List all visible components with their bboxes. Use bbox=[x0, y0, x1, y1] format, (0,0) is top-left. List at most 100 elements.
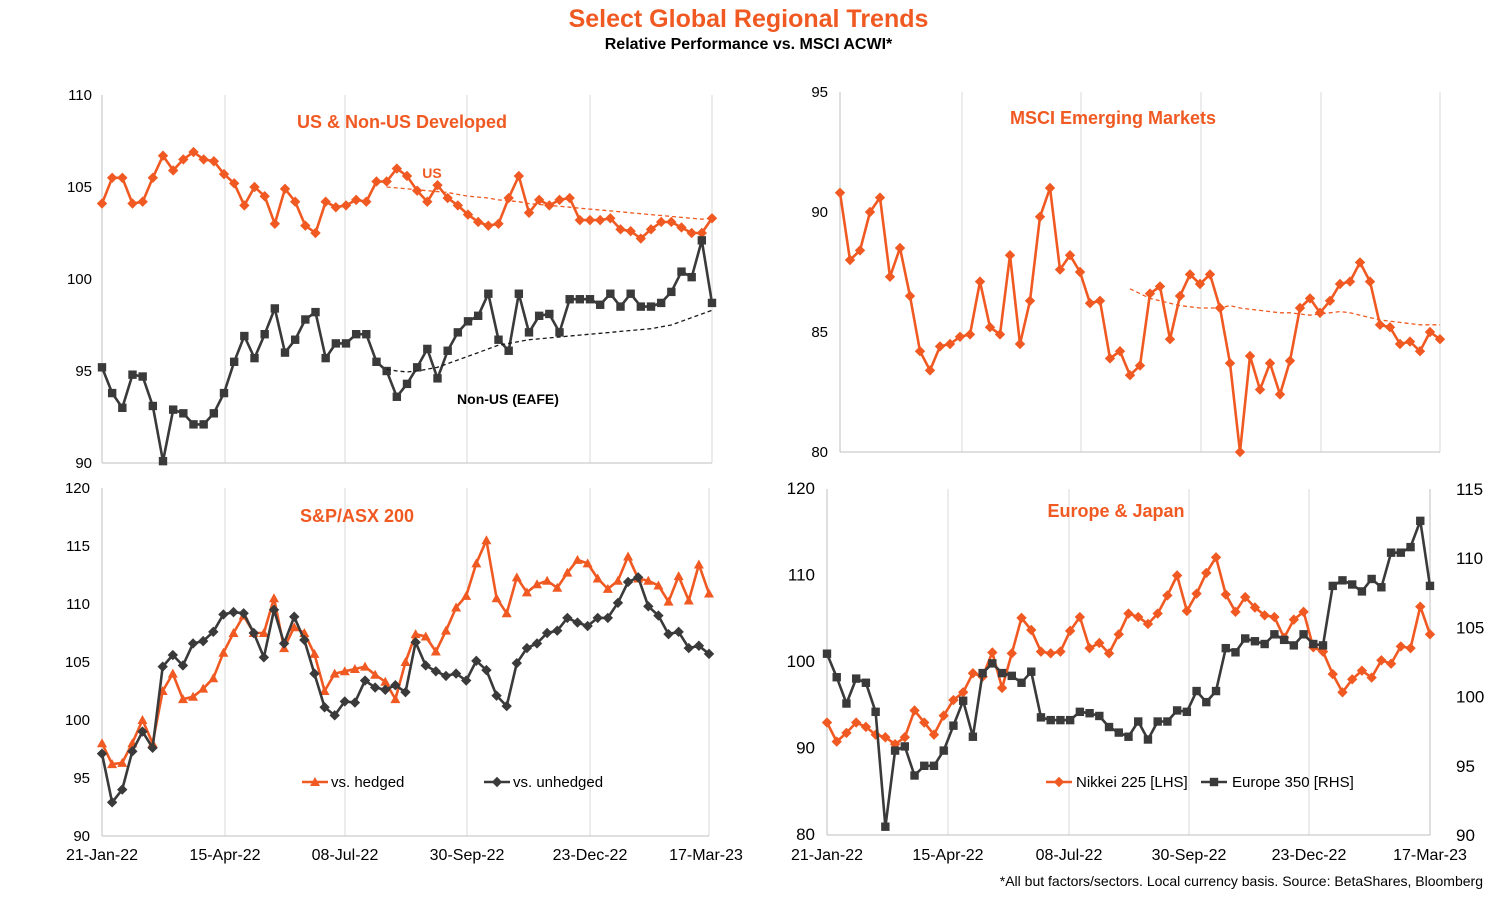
y-tick-label: 100 bbox=[787, 652, 815, 671]
data-point bbox=[900, 742, 910, 751]
y-tick-label: 90 bbox=[811, 204, 828, 221]
data-point bbox=[924, 365, 936, 376]
data-point bbox=[1347, 580, 1357, 589]
data-point bbox=[1406, 542, 1415, 552]
data-point bbox=[612, 575, 623, 585]
data-point bbox=[289, 196, 301, 207]
data-point bbox=[1424, 629, 1436, 640]
data-point bbox=[677, 267, 686, 276]
data-point bbox=[683, 595, 694, 605]
data-point bbox=[279, 183, 291, 195]
data-point bbox=[1103, 648, 1115, 659]
data-point bbox=[974, 276, 986, 287]
data-point bbox=[118, 403, 127, 412]
data-point bbox=[967, 668, 979, 679]
data-point bbox=[1344, 276, 1356, 287]
data-point bbox=[504, 346, 513, 355]
data-point bbox=[1114, 346, 1126, 357]
data-point bbox=[137, 726, 148, 737]
data-point bbox=[511, 572, 522, 582]
x-tick-label: 17-Mar-23 bbox=[669, 847, 743, 864]
data-point bbox=[321, 353, 330, 363]
data-point bbox=[1220, 589, 1231, 600]
data-point bbox=[341, 339, 351, 348]
y-tick-label: 100 bbox=[65, 712, 90, 729]
data-point bbox=[706, 213, 718, 224]
data-point bbox=[996, 682, 1008, 694]
panel-title: US & Non-US Developed bbox=[297, 112, 507, 132]
data-point bbox=[842, 699, 851, 708]
data-point bbox=[258, 628, 269, 637]
data-point bbox=[410, 629, 421, 639]
data-point bbox=[861, 678, 871, 687]
data-point bbox=[188, 146, 199, 158]
data-point bbox=[572, 554, 583, 564]
data-point bbox=[1153, 717, 1162, 726]
data-point bbox=[514, 289, 524, 298]
y-right-tick-label: 110 bbox=[1456, 549, 1483, 568]
data-point bbox=[1006, 648, 1017, 659]
data-point bbox=[1014, 338, 1026, 350]
data-point bbox=[910, 771, 919, 780]
data-point bbox=[1171, 570, 1183, 581]
data-point bbox=[1182, 707, 1192, 717]
data-point bbox=[178, 154, 189, 165]
data-point bbox=[704, 588, 714, 598]
data-point bbox=[1113, 629, 1124, 640]
y-right-tick-label: 105 bbox=[1456, 618, 1484, 637]
data-point bbox=[250, 353, 259, 363]
data-point bbox=[920, 761, 929, 770]
data-point bbox=[582, 620, 593, 632]
data-point bbox=[687, 272, 696, 282]
data-point bbox=[228, 606, 239, 618]
data-point bbox=[919, 717, 930, 728]
data-point bbox=[645, 224, 657, 235]
data-point bbox=[309, 668, 320, 679]
data-point bbox=[636, 302, 646, 311]
data-point bbox=[899, 732, 911, 743]
series-line bbox=[100, 538, 711, 766]
data-point bbox=[484, 289, 493, 298]
data-point bbox=[939, 746, 948, 755]
data-point bbox=[1405, 642, 1416, 654]
data-point bbox=[585, 295, 595, 304]
data-point bbox=[582, 558, 593, 568]
data-point bbox=[1414, 346, 1426, 357]
data-point bbox=[1124, 370, 1136, 381]
data-point bbox=[1054, 264, 1066, 275]
data-point bbox=[268, 604, 280, 615]
data-point bbox=[1142, 618, 1154, 630]
data-point bbox=[1074, 266, 1086, 278]
data-point bbox=[1075, 707, 1085, 717]
x-tick-label: 23-Dec-22 bbox=[553, 847, 628, 864]
data-point bbox=[1356, 665, 1368, 676]
data-point bbox=[158, 456, 168, 466]
data-point bbox=[351, 330, 361, 339]
data-point bbox=[1143, 735, 1153, 744]
data-point bbox=[635, 233, 647, 244]
data-point bbox=[533, 194, 545, 206]
data-point bbox=[988, 659, 997, 668]
data-point bbox=[1027, 667, 1036, 676]
data-point bbox=[994, 329, 1006, 340]
data-point bbox=[177, 660, 189, 671]
data-point bbox=[686, 227, 697, 239]
data-point bbox=[167, 649, 179, 661]
data-point bbox=[968, 732, 978, 741]
data-point bbox=[319, 686, 330, 695]
data-point bbox=[503, 192, 514, 204]
data-point bbox=[673, 626, 684, 638]
data-point bbox=[461, 675, 472, 686]
data-point bbox=[1309, 639, 1318, 649]
data-point bbox=[532, 579, 543, 589]
data-point bbox=[605, 213, 616, 224]
data-point bbox=[889, 738, 901, 750]
data-point bbox=[1034, 211, 1046, 222]
data-point bbox=[1036, 713, 1046, 722]
data-point bbox=[494, 335, 503, 344]
data-point bbox=[844, 254, 856, 266]
data-point bbox=[564, 192, 575, 204]
data-point bbox=[471, 655, 482, 667]
data-point bbox=[949, 721, 958, 730]
data-point bbox=[523, 207, 535, 218]
